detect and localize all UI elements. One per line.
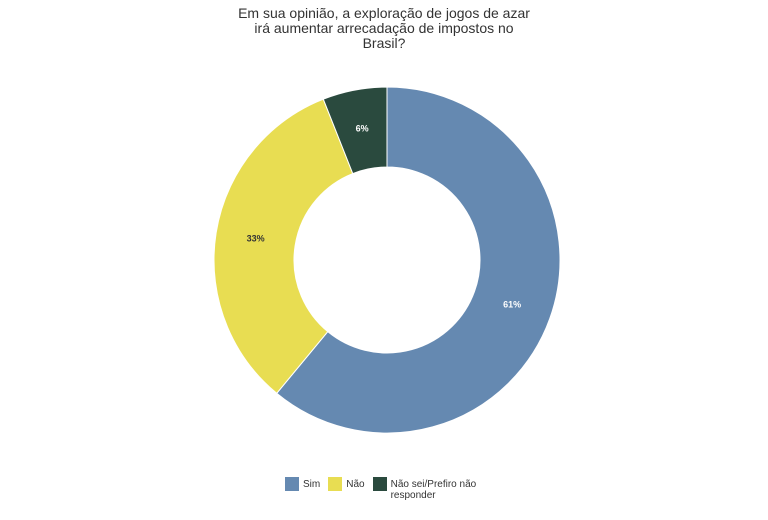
data-label: 6% <box>356 124 369 134</box>
legend-label: Sim <box>303 479 321 490</box>
donut-slice <box>322 86 388 175</box>
donut-slice <box>276 86 561 434</box>
legend-item: Não <box>328 474 365 491</box>
data-label: 33% <box>247 234 265 244</box>
donut-slice <box>213 98 354 395</box>
legend: Sim Não Não sei/Prefiro não responder <box>285 474 499 501</box>
legend-item: Sim <box>285 474 320 491</box>
data-label: 61% <box>503 299 521 309</box>
legend-label: Não <box>346 479 365 490</box>
legend-item: Não sei/Prefiro não responder <box>372 474 491 501</box>
legend-swatch <box>372 477 387 491</box>
chart-title: Em sua opinião, a exploração de jogos de… <box>238 5 530 51</box>
legend-label: Não sei/Prefiro não responder <box>390 479 477 501</box>
legend-swatch <box>285 477 299 491</box>
legend-swatch <box>328 477 343 491</box>
